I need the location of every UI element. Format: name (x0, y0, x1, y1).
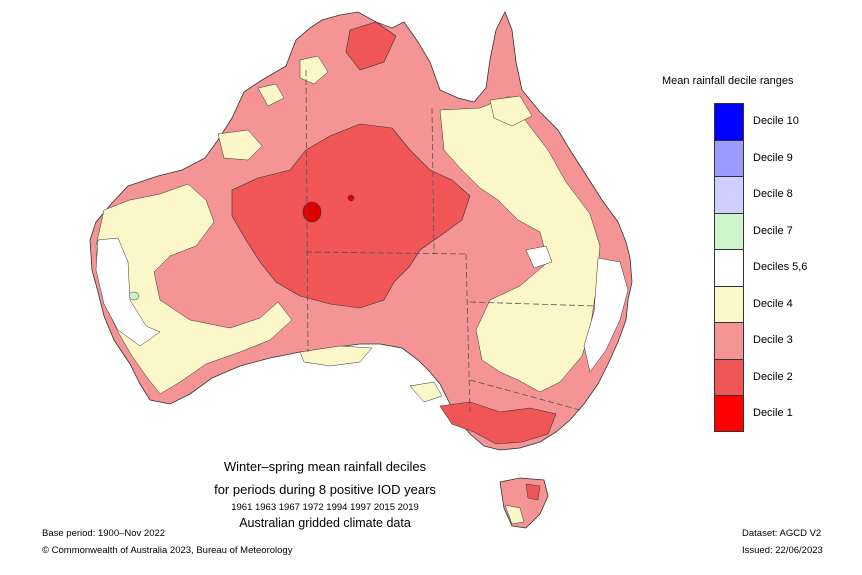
base-period: Base period: 1900–Nov 2022 (42, 528, 166, 539)
tasmania-decile4 (504, 504, 525, 525)
legend-label: Decile 7 (753, 224, 793, 237)
issued-date: Issued: 22/06/2023 (742, 545, 823, 556)
decile1-spot-large (302, 201, 322, 223)
legend-swatch (714, 285, 744, 322)
decile7-patch (128, 291, 140, 301)
state-borders (305, 69, 597, 413)
legend-label: Decile 10 (753, 115, 799, 128)
legend-swatch (714, 103, 744, 140)
legend-title: Mean rainfall decile ranges (662, 75, 794, 87)
legend: Decile 10 Decile 9 Decile 8 Decile 7 Deciles… (714, 103, 836, 432)
legend-label: Decile 8 (753, 188, 793, 201)
legend-label: Decile 4 (753, 297, 793, 310)
victoria-decile4 (409, 381, 443, 403)
legend-label: Decile 1 (753, 407, 793, 420)
legend-item: Decile 9 (714, 139, 836, 176)
legend-swatch (714, 139, 744, 176)
copyright: © Commonwealth of Australia 2023, Bureau… (42, 545, 293, 556)
legend-swatch (714, 176, 744, 213)
legend-item: Decile 1 (714, 395, 836, 432)
legend-item: Decile 4 (714, 285, 836, 322)
dataset-caption: Australian gridded climate data (239, 516, 411, 530)
legend-label: Decile 9 (753, 151, 793, 164)
legend-swatch (714, 212, 744, 249)
north-qld-decile4 (489, 95, 533, 127)
topend-decile4 (299, 55, 329, 85)
sa-decile4 (299, 345, 373, 367)
tasmania (499, 477, 549, 529)
legend-item: Decile 3 (714, 322, 836, 359)
decile1-spot-small (347, 194, 355, 202)
central-decile2-region (231, 123, 471, 309)
legend-label: Decile 2 (753, 370, 793, 383)
legend-swatch (714, 322, 744, 359)
legend-item: Decile 2 (714, 358, 836, 395)
legend-item: Decile 10 (714, 103, 836, 140)
legend-swatch (714, 395, 744, 432)
map-title: Winter–spring mean rainfall deciles (223, 459, 427, 474)
legend-label: Deciles 5,6 (753, 261, 808, 274)
sw-wa-white-region (95, 237, 161, 347)
legend-item: Decile 8 (714, 176, 836, 213)
legend-item: Decile 7 (714, 212, 836, 249)
east-decile4-region (439, 95, 601, 393)
victoria-decile2-region (439, 401, 557, 445)
legend-swatch (714, 249, 744, 286)
legend-label: Decile 3 (753, 334, 793, 347)
kimberley-decile4 (217, 129, 263, 161)
map-subtitle: for periods during 8 positive IOD years (214, 482, 436, 497)
legend-swatch (714, 358, 744, 395)
topend-decile2-region (345, 21, 397, 71)
legend-item: Deciles 5,6 (714, 249, 836, 286)
nsw-white-patch (525, 245, 553, 269)
iod-years: 1961 1963 1967 1972 1994 1997 2015 2019 (231, 502, 419, 513)
tasmania-decile2 (525, 483, 541, 501)
east-coast-white-region (583, 257, 629, 373)
dataset-version: Dataset: AGCD V2 (742, 528, 822, 539)
gulf-decile4 (257, 83, 285, 107)
